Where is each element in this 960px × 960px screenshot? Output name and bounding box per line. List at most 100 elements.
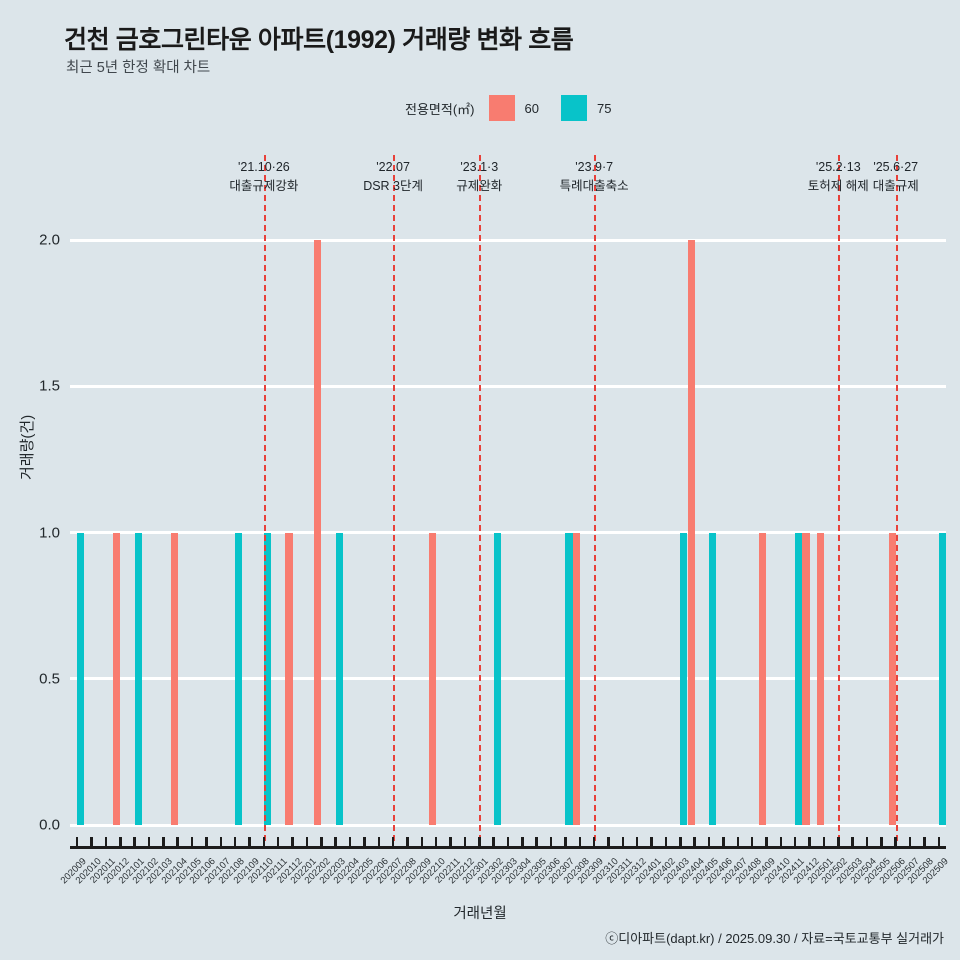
x-axis-tick bbox=[650, 837, 653, 846]
event-line-202309 bbox=[594, 155, 597, 841]
bar-60-202112[interactable] bbox=[285, 532, 293, 825]
x-axis-tick bbox=[334, 837, 337, 846]
x-axis-tick bbox=[837, 837, 840, 846]
bar-60-202412[interactable] bbox=[802, 532, 810, 825]
event-date: '22.07 bbox=[376, 160, 410, 174]
x-axis-tick bbox=[549, 837, 553, 846]
y-axis-tick-label: 1.0 bbox=[39, 524, 60, 542]
x-axis-tick bbox=[707, 837, 711, 846]
legend-title: 전용면적(㎡) bbox=[405, 101, 475, 117]
event-label: 규제완화 bbox=[456, 179, 503, 194]
x-axis-tick bbox=[607, 837, 610, 846]
x-axis-tick bbox=[736, 837, 740, 846]
x-axis-tick bbox=[793, 837, 797, 846]
x-axis-tick bbox=[190, 837, 194, 846]
bar-75-202302[interactable] bbox=[493, 532, 501, 825]
x-axis-tick bbox=[535, 837, 538, 846]
x-axis-tick bbox=[377, 837, 380, 846]
bar-75-202101[interactable] bbox=[134, 532, 142, 825]
x-axis-tick bbox=[635, 837, 639, 846]
x-axis-tick bbox=[578, 837, 582, 846]
y-gridline bbox=[70, 384, 946, 388]
event-annotation-202301: '23.1·3 규제완화 bbox=[456, 158, 502, 197]
bar-60-202210[interactable] bbox=[429, 532, 437, 825]
x-axis-tick bbox=[205, 837, 208, 846]
y-gridline bbox=[70, 238, 946, 242]
x-axis-tick bbox=[592, 837, 596, 846]
bar-60-202404[interactable] bbox=[687, 240, 695, 825]
bar-75-202009[interactable] bbox=[77, 532, 85, 825]
y-axis-tick-label: 0.0 bbox=[39, 816, 60, 834]
x-axis: 202009 202010 202011 202012 202101 202102 2021… bbox=[59, 837, 951, 886]
event-annotation-202309: '23.9·7 특례대출축소 bbox=[560, 158, 629, 197]
x-axis-tick bbox=[262, 837, 266, 846]
bar-75-202307[interactable] bbox=[565, 532, 573, 825]
x-axis-tick bbox=[521, 837, 524, 846]
event-label: DSR 3단계 bbox=[363, 179, 424, 194]
bar-60-202501[interactable] bbox=[816, 532, 824, 825]
event-label: 특례대출축소 bbox=[559, 179, 629, 194]
bar-75-202110[interactable] bbox=[263, 532, 272, 825]
x-axis-tick bbox=[937, 837, 941, 846]
event-date: '21.10·26 bbox=[237, 160, 290, 174]
x-axis-tick bbox=[679, 837, 682, 846]
x-axis-tick bbox=[564, 837, 567, 846]
x-axis-tick bbox=[147, 837, 151, 846]
event-line-202110 bbox=[263, 155, 266, 841]
bar-75-202509[interactable] bbox=[938, 532, 946, 825]
bar-75-202411[interactable] bbox=[795, 532, 803, 825]
event-date: '25.2·13 bbox=[815, 160, 861, 174]
event-annotation-202207: '22.07 DSR 3단계 bbox=[363, 158, 423, 197]
x-axis-tick bbox=[779, 837, 783, 846]
plot-area: 0.0 0.5 1.0 1.5 2.0 bbox=[39, 155, 946, 841]
event-line-202502 bbox=[838, 155, 841, 841]
bar-60-202012[interactable] bbox=[113, 532, 121, 825]
legend-swatch-60 bbox=[488, 95, 515, 121]
x-axis-tick bbox=[822, 837, 826, 846]
event-line-202207 bbox=[393, 155, 396, 841]
x-axis-tick bbox=[506, 837, 510, 846]
legend-label-75: 75 bbox=[596, 100, 612, 116]
bar-75-202403[interactable] bbox=[680, 532, 688, 825]
bar-60-202202[interactable] bbox=[314, 240, 322, 825]
y-axis-tick-label: 0.5 bbox=[39, 670, 60, 688]
x-axis-tick bbox=[478, 837, 481, 846]
x-axis-tick bbox=[176, 837, 179, 846]
x-axis-tick bbox=[90, 837, 93, 846]
x-axis-tick bbox=[621, 837, 625, 846]
bar-60-202409[interactable] bbox=[759, 532, 767, 825]
y-gridline bbox=[70, 531, 946, 535]
bar-60-202506[interactable] bbox=[888, 532, 896, 825]
chart-subtitle: 최근 5년 한정 확대 차트 bbox=[66, 60, 211, 76]
x-axis-tick bbox=[391, 837, 395, 846]
y-axis-tick-label: 1.5 bbox=[39, 377, 60, 395]
x-axis-tick bbox=[750, 837, 754, 846]
x-axis-tick bbox=[162, 837, 165, 846]
x-axis-tick bbox=[276, 837, 280, 846]
bar-60-202104[interactable] bbox=[170, 532, 178, 825]
x-axis-tick bbox=[104, 837, 108, 846]
x-axis-tick bbox=[305, 837, 309, 846]
bar-75-202203[interactable] bbox=[335, 532, 343, 825]
y-gridline bbox=[70, 677, 946, 681]
bar-75-202405[interactable] bbox=[709, 532, 717, 825]
x-axis-tick bbox=[434, 837, 438, 846]
x-axis-tick bbox=[880, 837, 883, 846]
x-axis-tick bbox=[722, 837, 725, 846]
x-axis-tick bbox=[420, 837, 424, 846]
legend-swatch-75 bbox=[560, 95, 587, 121]
x-axis-tick bbox=[291, 837, 294, 846]
bar-60-202308[interactable] bbox=[572, 532, 580, 825]
x-axis-tick bbox=[219, 837, 223, 846]
x-axis-tick bbox=[348, 837, 352, 846]
x-axis-tick bbox=[320, 837, 323, 846]
chart-legend: 전용면적(㎡) 60 75 bbox=[405, 95, 611, 121]
event-label: 대출규제 bbox=[872, 179, 919, 194]
x-axis-tick bbox=[449, 837, 452, 846]
event-line-202301 bbox=[479, 155, 482, 841]
event-annotation-202506: '25.6·27 대출규제 bbox=[873, 158, 919, 197]
x-axis-tick bbox=[233, 837, 237, 846]
x-axis-tick bbox=[894, 837, 897, 846]
bar-75-202108[interactable] bbox=[235, 532, 243, 825]
